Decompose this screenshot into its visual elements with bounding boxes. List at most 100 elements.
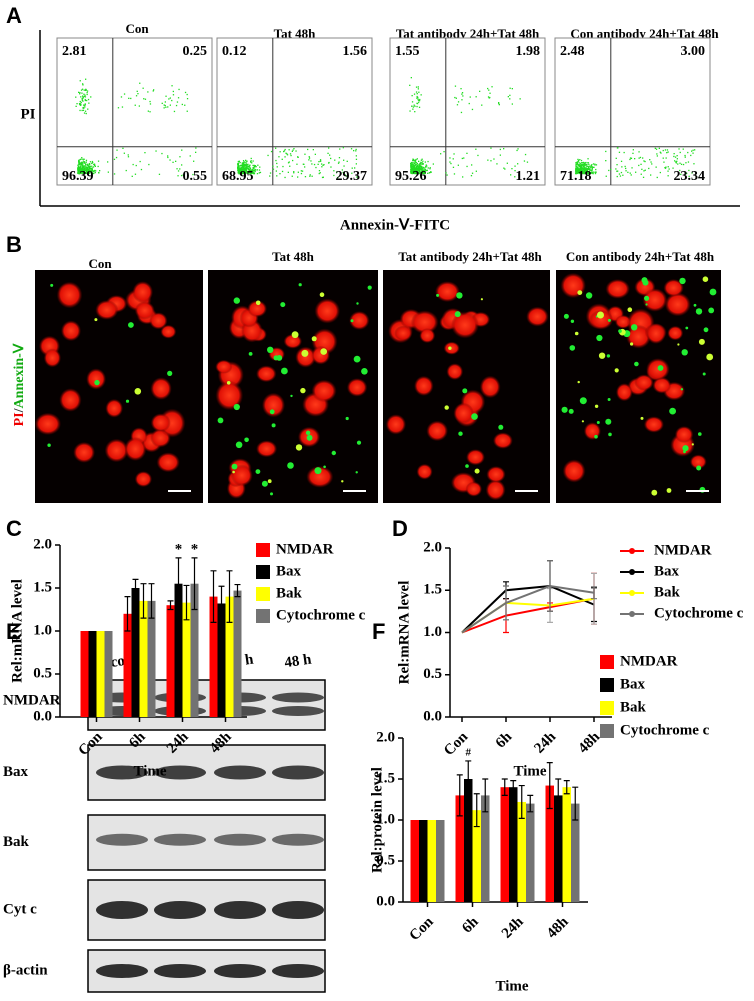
- annexin-spot: [563, 313, 569, 319]
- event-dot: [179, 156, 181, 158]
- event-dot: [241, 172, 243, 174]
- event-dot: [416, 95, 418, 98]
- event-dot: [413, 159, 415, 162]
- bar: [419, 820, 428, 902]
- blot-band: [96, 765, 148, 780]
- annexin-spot: [598, 352, 606, 359]
- annexin-spot: [127, 322, 134, 328]
- event-dot: [287, 171, 289, 173]
- bar: [88, 631, 97, 717]
- event-dot: [252, 171, 254, 173]
- event-dot: [610, 168, 612, 171]
- event-dot: [418, 101, 420, 103]
- event-dot: [615, 168, 617, 170]
- event-dot: [177, 170, 180, 172]
- error-bar: [132, 578, 139, 598]
- event-dot: [615, 157, 617, 159]
- event-dot: [418, 160, 420, 162]
- quadrant-value: 23.34: [674, 169, 706, 184]
- event-dot: [90, 168, 92, 170]
- event-dot: [181, 103, 183, 106]
- event-dot: [446, 174, 448, 176]
- event-dot: [77, 172, 79, 175]
- event-dot: [655, 166, 657, 168]
- event-dot: [83, 173, 85, 175]
- event-dot: [241, 173, 244, 175]
- event-dot: [95, 170, 97, 172]
- event-dot: [249, 171, 251, 174]
- event-dot: [581, 169, 584, 172]
- cell: [443, 341, 460, 355]
- event-dot: [498, 102, 500, 104]
- event-dot: [83, 93, 85, 95]
- annexin-spot: [693, 303, 697, 307]
- bar: [481, 795, 490, 902]
- event-dot: [605, 175, 607, 177]
- annexin-spot: [233, 297, 240, 304]
- event-dot: [122, 147, 124, 149]
- event-dot: [471, 164, 473, 166]
- event-dot: [82, 162, 84, 164]
- event-dot: [583, 167, 585, 169]
- event-dot: [113, 173, 116, 175]
- event-dot: [414, 159, 417, 161]
- event-dot: [682, 163, 685, 166]
- significance: *: [191, 541, 199, 557]
- event-dot: [318, 172, 320, 175]
- error-bar: [175, 557, 182, 611]
- event-dot: [250, 160, 252, 162]
- event-dot: [242, 160, 245, 162]
- event-dot: [498, 102, 500, 105]
- event-dot: [341, 169, 343, 171]
- event-dot: [258, 172, 260, 174]
- event-dot: [343, 159, 345, 161]
- blot-band: [154, 901, 206, 919]
- cell: [56, 281, 83, 309]
- event-dot: [83, 161, 86, 163]
- event-dot: [416, 165, 418, 168]
- event-dot: [336, 171, 338, 173]
- event-dot: [643, 160, 645, 162]
- event-dot: [79, 163, 81, 166]
- event-dot: [338, 157, 341, 159]
- event-dot: [418, 91, 420, 93]
- y-tick-label: 0.5: [376, 852, 395, 868]
- event-dot: [674, 156, 677, 158]
- event-dot: [282, 165, 284, 168]
- annexin-spot: [702, 372, 706, 376]
- event-dot: [422, 169, 425, 171]
- event-dot: [479, 90, 481, 92]
- event-dot: [577, 168, 579, 170]
- event-dot: [83, 169, 85, 171]
- cell: [160, 324, 177, 339]
- event-dot: [172, 90, 174, 93]
- cell: [465, 481, 483, 497]
- quadrant-value: 0.12: [222, 44, 247, 59]
- event-dot: [79, 171, 81, 173]
- event-dot: [417, 169, 419, 171]
- event-dot: [675, 162, 677, 164]
- event-dot: [237, 169, 240, 171]
- event-dot: [425, 165, 427, 168]
- event-dot: [80, 170, 82, 173]
- event-dot: [239, 170, 241, 172]
- event-dot: [249, 167, 252, 169]
- error-bar: [226, 570, 233, 623]
- event-dot: [581, 169, 583, 171]
- annexin-spot: [644, 295, 650, 301]
- event-dot: [416, 102, 418, 104]
- event-dot: [139, 82, 141, 84]
- event-dot: [339, 148, 341, 150]
- event-dot: [667, 166, 669, 168]
- event-dot: [252, 169, 254, 171]
- legend-label: Cytochrome c: [654, 605, 744, 621]
- event-dot: [499, 148, 501, 151]
- event-dot: [353, 150, 355, 152]
- event-dot: [488, 89, 490, 91]
- event-dot: [86, 169, 88, 171]
- event-dot: [575, 166, 577, 168]
- cell: [434, 281, 460, 303]
- event-dot: [279, 173, 281, 175]
- event-dot: [169, 97, 171, 99]
- event-dot: [590, 172, 592, 174]
